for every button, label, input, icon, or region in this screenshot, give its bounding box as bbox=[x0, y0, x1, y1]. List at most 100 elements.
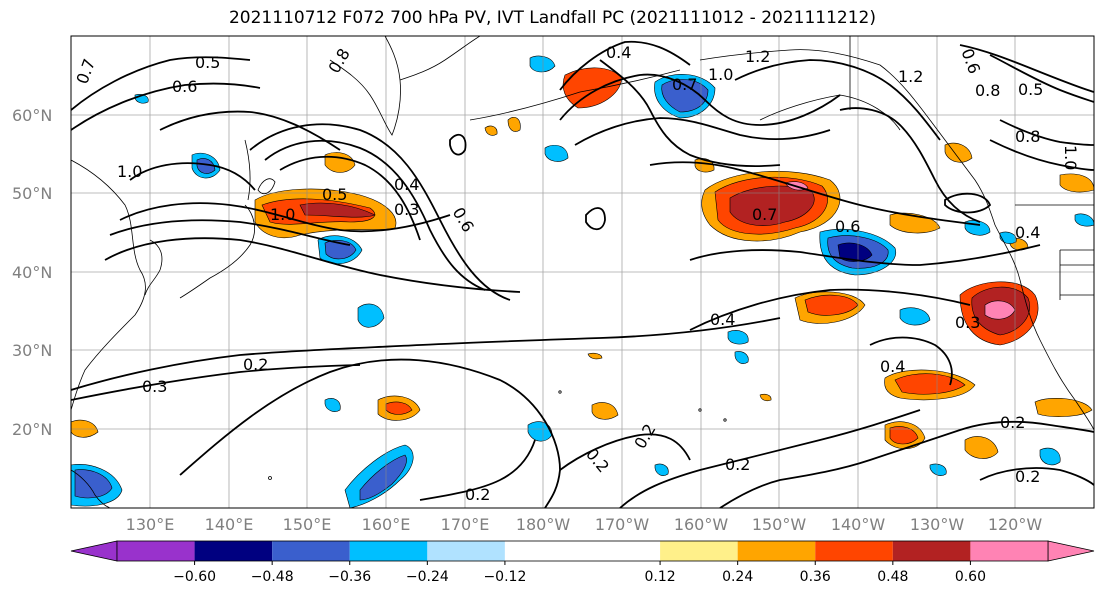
contour-label: 0.2 bbox=[725, 455, 750, 474]
lon-label: 130°W bbox=[910, 515, 965, 534]
contour-label: 0.2 bbox=[1000, 413, 1025, 432]
contour-label: 0.6 bbox=[172, 77, 197, 96]
colorbar: −0.60 −0.48 −0.36 −0.24 −0.12 0.12 0.24 0.36 0.4… bbox=[70, 540, 1095, 585]
negative-anomaly bbox=[899, 307, 931, 326]
positive-anomaly bbox=[385, 401, 413, 415]
colorbar-tick-label: −0.24 bbox=[406, 569, 449, 585]
positive-anomaly bbox=[759, 393, 772, 402]
negative-anomaly bbox=[929, 463, 947, 476]
contour-label: 1.2 bbox=[745, 47, 770, 66]
colorbar-segment bbox=[815, 541, 893, 561]
contour-label: 1.0 bbox=[708, 65, 733, 84]
colorbar-segment bbox=[970, 541, 1048, 561]
longitude-labels: 130°E 140°E 150°E 160°E 170°E 180°W 170°… bbox=[126, 515, 1043, 534]
negative-anomaly bbox=[999, 231, 1017, 244]
positive-anomaly bbox=[944, 142, 973, 163]
positive-anomaly bbox=[591, 402, 619, 420]
lon-label: 150°E bbox=[283, 515, 332, 534]
negative-anomaly bbox=[734, 351, 749, 364]
lon-label: 120°W bbox=[988, 515, 1043, 534]
colorbar-segment bbox=[194, 541, 273, 561]
lon-label: 130°E bbox=[126, 515, 175, 534]
map-title: 2021110712 F072 700 hPa PV, IVT Landfall… bbox=[228, 8, 876, 28]
lat-label: 40°N bbox=[12, 263, 52, 282]
colorbar-segment bbox=[660, 541, 738, 561]
negative-anomaly bbox=[837, 242, 873, 262]
lat-label: 30°N bbox=[12, 341, 52, 360]
coastlines bbox=[71, 36, 1094, 508]
lon-label: 170°E bbox=[441, 515, 490, 534]
positive-anomaly bbox=[484, 125, 498, 136]
colorbar-tick-label: −0.48 bbox=[251, 569, 294, 585]
positive-anomaly bbox=[1034, 397, 1093, 417]
positive-anomaly bbox=[964, 436, 999, 459]
lon-label: 180°W bbox=[516, 515, 571, 534]
contour-label: 0.6 bbox=[835, 217, 860, 236]
lon-label: 150°W bbox=[752, 515, 807, 534]
positive-anomaly bbox=[299, 202, 376, 218]
contour-label: 1.2 bbox=[898, 67, 923, 86]
pv-contours bbox=[71, 40, 1094, 508]
contour-label: 0.2 bbox=[465, 485, 490, 504]
plot-frame bbox=[70, 35, 1095, 509]
contour-label: 0.4 bbox=[710, 310, 735, 329]
contour-label: 0.4 bbox=[880, 357, 905, 376]
shaded-anomalies bbox=[71, 55, 1094, 508]
contour-label: 0.3 bbox=[955, 313, 980, 332]
colorbar-tick-label: 0.24 bbox=[722, 569, 753, 585]
contour-label: 0.2 bbox=[243, 355, 268, 374]
colorbar-segment bbox=[117, 541, 195, 561]
contour-label: 0.8 bbox=[975, 81, 1000, 100]
negative-anomaly bbox=[324, 398, 341, 412]
negative-anomaly bbox=[727, 330, 749, 345]
colorbar-tick-label: 0.36 bbox=[800, 569, 831, 585]
contour-label: 0.5 bbox=[195, 53, 220, 72]
negative-anomaly bbox=[359, 454, 407, 501]
colorbar-tick-label: 0.48 bbox=[877, 569, 908, 585]
contour-label: 0.5 bbox=[322, 185, 347, 204]
latitude-labels: 60°N 50°N 40°N 30°N 20°N bbox=[12, 106, 52, 439]
contour-label: 1.0 bbox=[117, 162, 142, 181]
positive-anomaly bbox=[507, 117, 521, 132]
contour-label: 0.2 bbox=[1015, 467, 1040, 486]
positive-anomaly bbox=[889, 426, 919, 445]
colorbar-tick-label: −0.12 bbox=[483, 569, 526, 585]
positive-anomaly bbox=[729, 185, 815, 226]
contour-label: 1.0 bbox=[270, 205, 295, 224]
colorbar-tick-label: 0.60 bbox=[955, 569, 986, 585]
contour-label: 0.4 bbox=[1015, 223, 1040, 242]
colorbar-segment bbox=[349, 541, 428, 561]
lon-label: 160°E bbox=[362, 515, 411, 534]
lon-label: 140°W bbox=[831, 515, 886, 534]
contour-label: 0.5 bbox=[1018, 80, 1043, 99]
negative-anomaly bbox=[196, 158, 216, 174]
contour-labels: 0.5 0.6 0.7 1.0 0.8 0.4 0.7 1.0 1.2 1.2 … bbox=[73, 43, 1080, 504]
colorbar-tick-label: 0.12 bbox=[644, 569, 675, 585]
colorbar-segment bbox=[737, 541, 816, 561]
colorbar-frame bbox=[116, 540, 1049, 562]
contour-label: 0.7 bbox=[672, 75, 697, 94]
contour-label: 0.3 bbox=[142, 377, 167, 396]
positive-anomaly bbox=[587, 352, 603, 360]
positive-anomaly bbox=[894, 373, 966, 395]
colorbar-under-arrow bbox=[70, 540, 118, 562]
contour-label: 0.8 bbox=[1015, 127, 1040, 146]
colorbar-tick-label: −0.36 bbox=[328, 569, 371, 585]
negative-anomaly bbox=[654, 463, 669, 476]
lat-label: 60°N bbox=[12, 106, 52, 125]
negative-anomaly bbox=[529, 55, 556, 73]
contour-label: 0.4 bbox=[606, 43, 631, 62]
contour-label: 0.7 bbox=[752, 205, 777, 224]
negative-anomaly bbox=[74, 469, 113, 499]
lat-label: 50°N bbox=[12, 184, 52, 203]
contour-label: 1.0 bbox=[1061, 145, 1080, 170]
colorbar-segment bbox=[427, 541, 505, 561]
lat-label: 20°N bbox=[12, 420, 52, 439]
negative-anomaly bbox=[661, 79, 709, 113]
colorbar-segment bbox=[272, 541, 350, 561]
contour-label: 0.3 bbox=[394, 200, 419, 219]
colorbar-over-arrow bbox=[1047, 540, 1095, 562]
negative-anomaly bbox=[357, 303, 385, 328]
contour-label: 0.4 bbox=[394, 175, 419, 194]
